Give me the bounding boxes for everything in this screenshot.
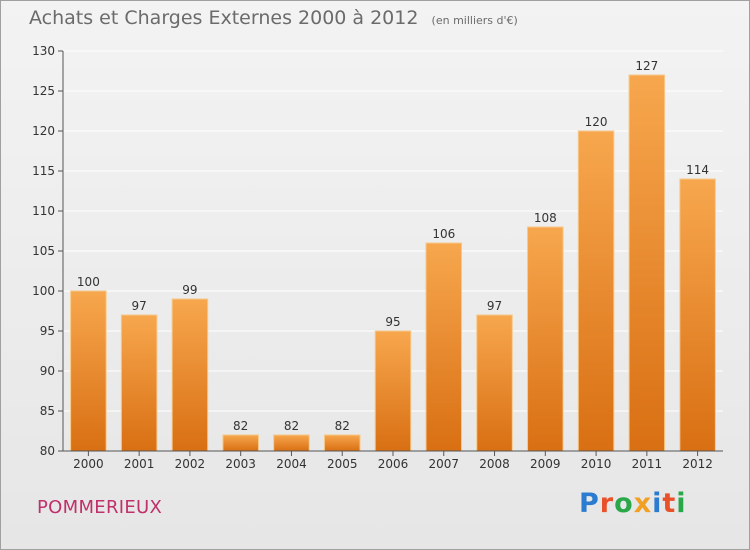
bar [628,74,666,452]
logo-letter: r [599,488,615,519]
x-tick-label: 2010 [581,457,612,471]
x-tick-label: 2003 [225,457,256,471]
bar-value-label: 108 [534,211,557,225]
bar [222,434,259,452]
bar-value-label: 82 [284,419,299,433]
bar [577,130,615,452]
bar-value-label: 82 [233,419,248,433]
x-tick-label: 2000 [73,457,104,471]
bar-value-label: 127 [635,59,658,73]
bar-value-label: 82 [335,419,350,433]
chart-title: Achats et Charges Externes 2000 à 2012 [29,7,419,29]
x-tick-label: 2012 [682,457,713,471]
chart-title-block: Achats et Charges Externes 2000 à 2012 (… [29,7,518,29]
bar-value-label: 95 [385,315,400,329]
y-tick-label: 125 [32,84,55,98]
x-tick-label: 2011 [632,457,663,471]
y-tick-label: 105 [32,244,55,258]
y-tick-label: 100 [32,284,55,298]
x-tick-label: 2007 [428,457,459,471]
x-tick-label: 2002 [175,457,206,471]
bar [425,242,463,452]
y-tick-label: 95 [40,324,55,338]
axes [58,50,723,456]
x-tick-label: 2006 [378,457,409,471]
bar-value-label: 99 [182,283,197,297]
bar-value-label: 97 [487,299,502,313]
bars [70,74,716,452]
y-tick-label: 115 [32,164,55,178]
bar [374,330,412,452]
bar [273,434,310,452]
x-tick-label: 2004 [276,457,307,471]
bar-value-label: 100 [77,275,100,289]
logo-letter: t [662,488,677,519]
x-tick-label: 2008 [479,457,510,471]
x-tick-label: 2005 [327,457,358,471]
bar [527,226,564,452]
bar [476,314,513,452]
place-name: POMMERIEUX [37,497,163,518]
y-tick-label: 90 [40,364,55,378]
y-tick-label: 80 [40,444,55,458]
bar [120,314,158,452]
bar [70,290,107,452]
bar-value-label: 114 [686,163,709,177]
logo-letter: i [652,488,663,519]
bar-value-label: 106 [432,227,455,241]
proxiti-logo[interactable]: Proxiti [579,488,687,519]
logo-letter: x [633,488,653,519]
y-tick-label: 120 [32,124,55,138]
bar-value-label: 120 [585,115,608,129]
chart-unit: (en milliers d'€) [431,14,518,27]
y-tick-label: 85 [40,404,55,418]
bar-value-label: 97 [132,299,147,313]
bar [323,434,361,452]
logo-letter: o [614,488,634,519]
x-tick-label: 2009 [530,457,561,471]
y-tick-label: 130 [32,44,55,58]
labels: 80 85 90 95 100 105 110 115 120 125 130 100 2000 97 20… [32,44,713,471]
bar [679,178,716,452]
bar [171,298,209,452]
logo-letter: i [676,488,687,519]
x-tick-label: 2001 [124,457,155,471]
y-tick-label: 110 [32,204,55,218]
logo-letter: P [579,488,600,519]
